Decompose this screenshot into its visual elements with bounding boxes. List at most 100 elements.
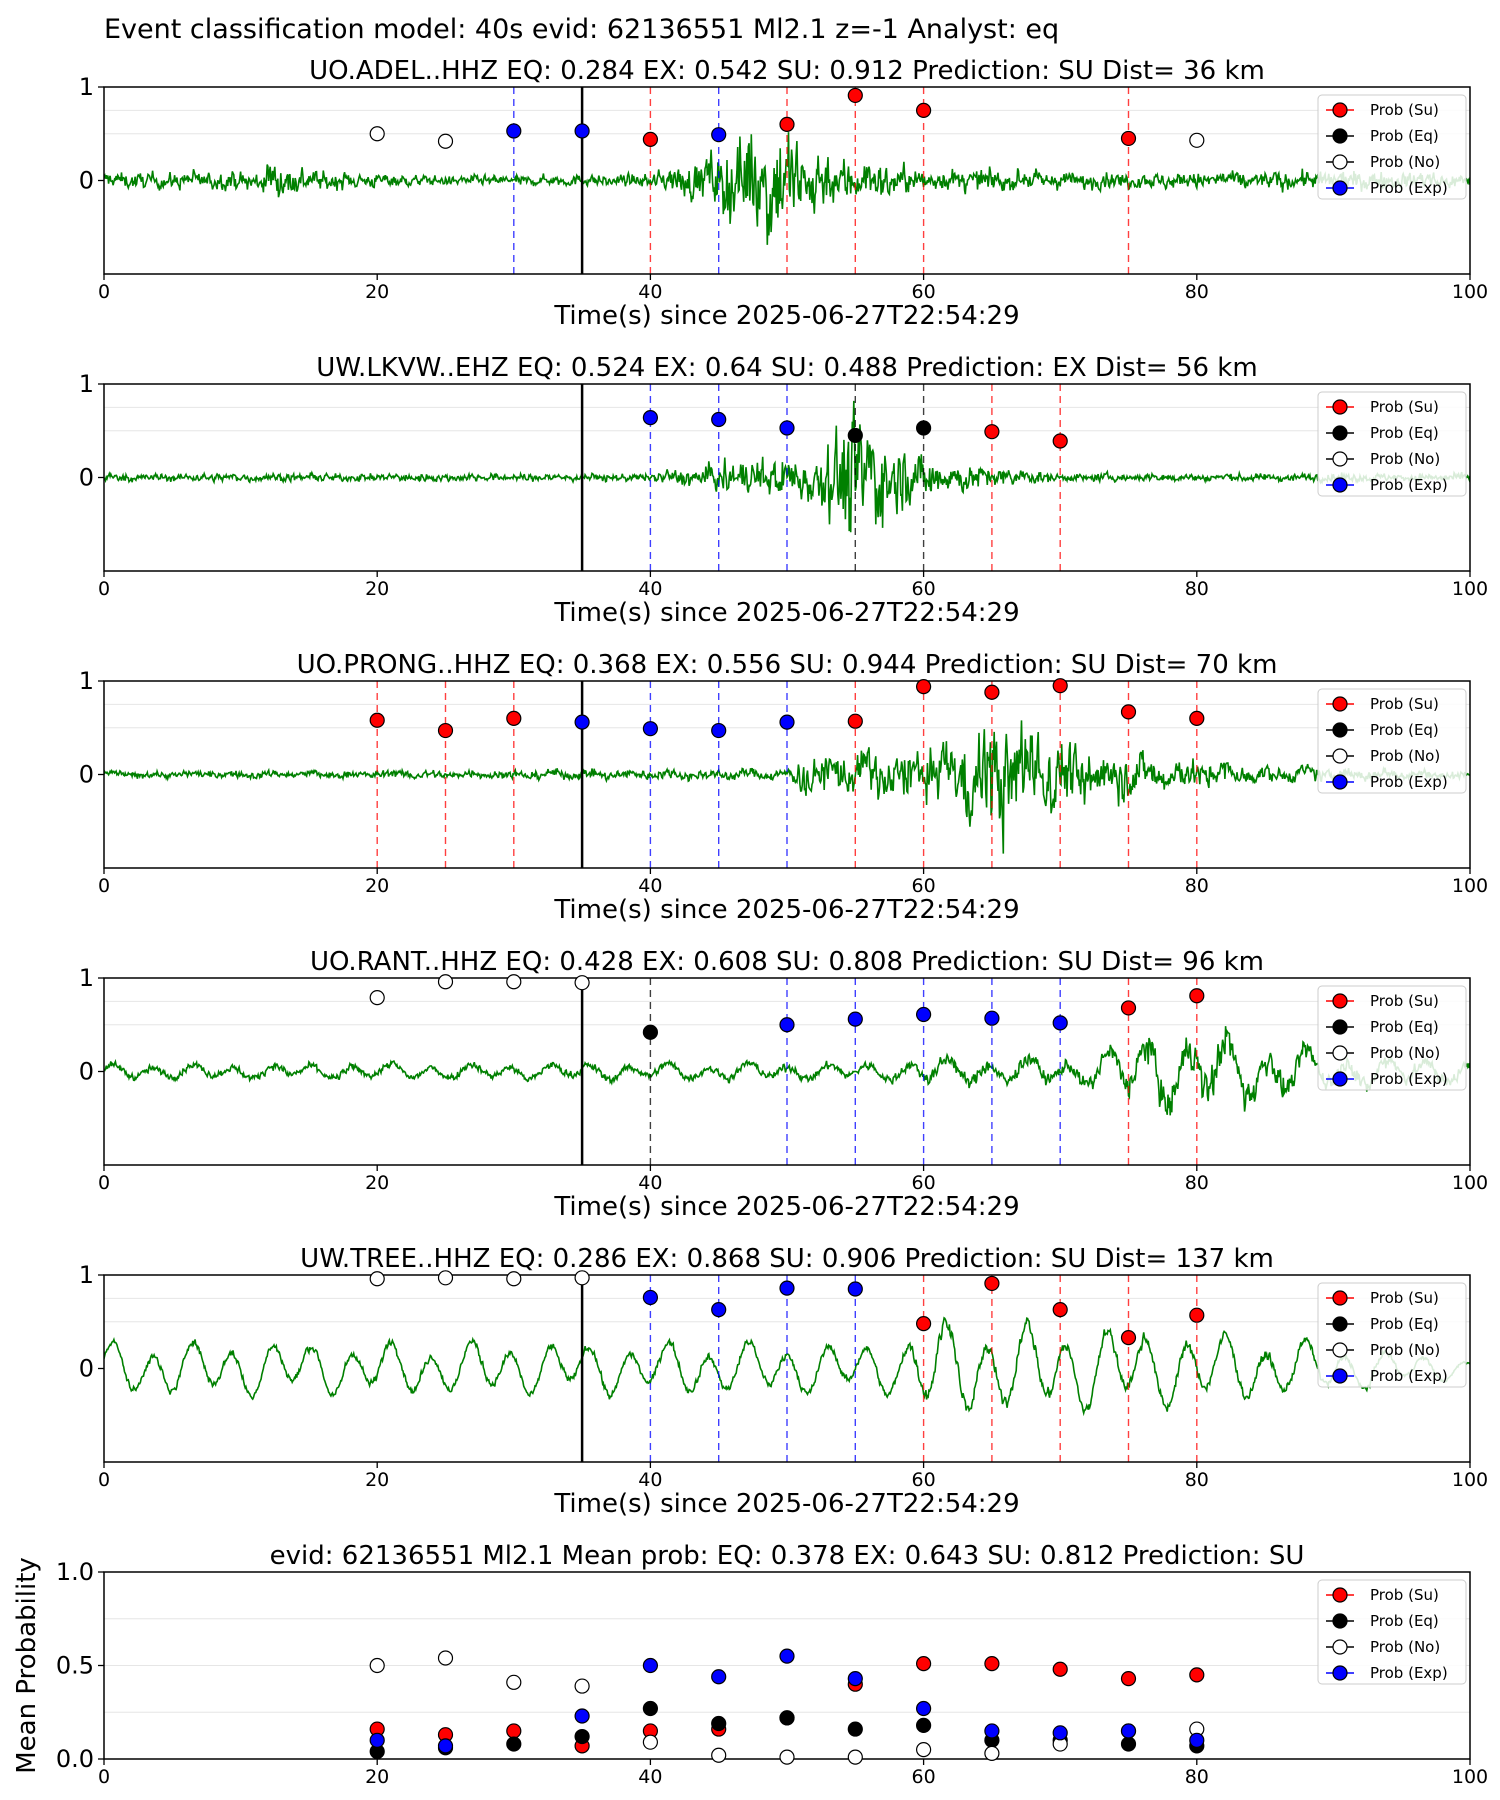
legend-label: Prob (Exp): [1370, 1367, 1448, 1385]
prob-point-exp: [642, 410, 659, 426]
legend-label: Prob (Exp): [1370, 1070, 1448, 1088]
x-tick-label: 60: [912, 1766, 936, 1788]
legend-label: Prob (No): [1370, 747, 1440, 765]
x-tick-label: 60: [912, 281, 936, 303]
mean-prob-point-no: [437, 1650, 454, 1666]
prob-point-no: [574, 975, 590, 991]
prob-point-exp: [711, 127, 727, 143]
legend-label: Prob (Exp): [1370, 1664, 1448, 1682]
x-tick-label: 40: [638, 1172, 662, 1194]
y-tick-label: 0.0: [56, 1745, 94, 1773]
legend-box: [1317, 391, 1467, 497]
mean-prob-point-exp: [574, 1708, 590, 1724]
mean-prob-point-exp: [1189, 1732, 1205, 1748]
prob-point-exp: [506, 123, 522, 139]
legend-box: [1317, 1282, 1467, 1388]
prob-point-exp: [642, 1289, 659, 1306]
legend-marker: [1332, 128, 1348, 144]
panel-title: evid: 62136551 Ml2.1 Mean prob: EQ: 0.37…: [270, 1541, 1305, 1571]
legend-label: Prob (Su): [1370, 101, 1439, 119]
prob-point-exp: [574, 123, 590, 139]
chart-panel-3: UO.PRONG..HHZ EQ: 0.368 EX: 0.556 SU: 0.…: [79, 650, 1488, 925]
legend-marker: [1332, 180, 1348, 196]
prob-point-su: [1052, 1301, 1068, 1318]
mean-prob-point-exp: [369, 1732, 385, 1748]
mean-prob-point-exp: [915, 1700, 932, 1717]
x-tick-label: 0: [98, 1766, 110, 1788]
legend-marker: [1332, 477, 1348, 493]
x-tick-label: 0: [98, 1172, 110, 1194]
prob-point-eq: [915, 420, 932, 436]
x-tick-label: 20: [365, 1469, 389, 1491]
legend-box: [1317, 1579, 1467, 1685]
legend: Prob (Su) Prob (Eq) Prob (No) Prob (Exp): [1317, 1579, 1467, 1685]
x-tick-label: 20: [365, 281, 389, 303]
prob-point-su: [1120, 1000, 1137, 1016]
mean-prob-point-exp: [1120, 1723, 1137, 1739]
panel-title: UO.RANT..HHZ EQ: 0.428 EX: 0.608 SU: 0.8…: [310, 947, 1264, 977]
legend-marker: [1332, 1316, 1348, 1332]
prob-point-no: [369, 990, 385, 1006]
legend-label: Prob (Su): [1370, 1289, 1439, 1307]
mean-prob-point-eq: [642, 1700, 659, 1717]
legend-label: Prob (No): [1370, 450, 1440, 468]
legend-marker: [1332, 722, 1348, 738]
mean-prob-point-no: [779, 1749, 795, 1765]
prob-point-exp: [574, 714, 590, 730]
legend-marker: [1332, 399, 1348, 415]
prob-point-no: [506, 1271, 522, 1287]
legend-marker: [1332, 696, 1348, 712]
legend-marker: [1332, 993, 1348, 1009]
y-axis-label: Mean Probability: [12, 1557, 42, 1774]
prob-point-su: [847, 713, 863, 729]
prob-point-exp: [915, 1006, 932, 1023]
mean-prob-point-eq: [711, 1715, 727, 1732]
legend-label: Prob (Eq): [1370, 721, 1439, 739]
x-tick-label: 40: [638, 1766, 662, 1788]
panel-title: UO.PRONG..HHZ EQ: 0.368 EX: 0.556 SU: 0.…: [297, 650, 1278, 680]
y-tick-label: 0: [79, 1058, 94, 1086]
legend-label: Prob (No): [1370, 1044, 1440, 1062]
prob-point-su: [984, 684, 1000, 700]
prob-point-exp: [779, 714, 795, 730]
x-axis-label: Time(s) since 2025-06-27T22:54:29: [553, 895, 1019, 925]
legend-label: Prob (No): [1370, 1341, 1440, 1359]
prob-point-no: [437, 1270, 454, 1286]
legend-label: Prob (Exp): [1370, 773, 1448, 791]
legend-label: Prob (Eq): [1370, 127, 1439, 145]
prob-point-exp: [711, 722, 727, 739]
prob-point-no: [574, 1270, 590, 1286]
x-tick-label: 100: [1452, 578, 1488, 600]
mean-prob-point-no: [642, 1734, 659, 1750]
x-tick-label: 80: [1185, 1469, 1209, 1491]
prob-point-exp: [1052, 1015, 1068, 1031]
panel-title: UW.LKVW..EHZ EQ: 0.524 EX: 0.64 SU: 0.48…: [316, 353, 1257, 383]
legend-marker: [1332, 451, 1348, 467]
mean-prob-point-eq: [847, 1721, 863, 1737]
x-tick-label: 80: [1185, 578, 1209, 600]
mean-prob-point-no: [847, 1749, 863, 1765]
prob-point-no: [1189, 132, 1205, 148]
prob-point-su: [437, 722, 454, 739]
legend-label: Prob (Exp): [1370, 476, 1448, 494]
plot-area: [104, 978, 1470, 1165]
panel-title: UW.TREE..HHZ EQ: 0.286 EX: 0.868 SU: 0.9…: [300, 1244, 1274, 1274]
legend-label: Prob (Eq): [1370, 1315, 1439, 1333]
prob-point-exp: [779, 1017, 795, 1033]
mean-prob-point-su: [1189, 1667, 1205, 1683]
mean-prob-point-no: [574, 1678, 590, 1694]
x-tick-label: 60: [912, 875, 936, 897]
mean-prob-point-no: [984, 1745, 1000, 1761]
mean-prob-point-no: [915, 1742, 932, 1758]
legend-marker: [1332, 1019, 1348, 1035]
x-tick-label: 100: [1452, 281, 1488, 303]
prob-point-exp: [711, 411, 727, 428]
legend-label: Prob (Su): [1370, 992, 1439, 1010]
legend-marker: [1332, 1342, 1348, 1358]
y-tick-label: 1.0: [56, 1558, 94, 1586]
x-tick-label: 0: [98, 875, 110, 897]
legend-box: [1317, 688, 1467, 794]
legend: Prob (Su) Prob (Eq) Prob (No) Prob (Exp): [1317, 688, 1467, 794]
prob-point-su: [369, 712, 385, 728]
